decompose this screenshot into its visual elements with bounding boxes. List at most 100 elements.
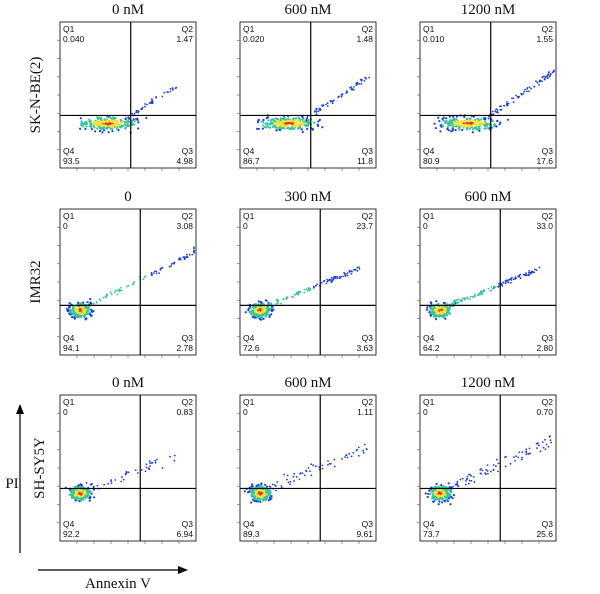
event-dot bbox=[293, 119, 296, 122]
event-dot bbox=[257, 300, 260, 303]
event-dot bbox=[186, 255, 189, 258]
event-dot bbox=[525, 451, 528, 454]
event-dot bbox=[544, 448, 547, 451]
event-dot bbox=[289, 483, 291, 486]
event-dot bbox=[546, 77, 549, 80]
event-dot bbox=[178, 258, 181, 261]
quadrant-name: Q1 bbox=[63, 211, 75, 221]
event-dot bbox=[472, 115, 475, 118]
quadrant-name: Q3 bbox=[182, 519, 194, 529]
event-dot bbox=[304, 474, 306, 477]
event-dot bbox=[478, 292, 480, 295]
event-dot bbox=[283, 473, 285, 476]
event-dot bbox=[477, 128, 480, 131]
event-dot bbox=[464, 123, 467, 126]
quadrant-name: Q2 bbox=[542, 24, 554, 34]
event-dot bbox=[89, 297, 92, 301]
event-dot bbox=[487, 117, 490, 120]
event-dot bbox=[504, 465, 507, 468]
quadrant-name: Q4 bbox=[423, 333, 435, 343]
event-dot bbox=[256, 500, 259, 503]
event-dot bbox=[80, 302, 83, 305]
event-dot bbox=[515, 455, 517, 458]
event-dot bbox=[115, 128, 118, 131]
quadrant-name: Q4 bbox=[243, 146, 255, 156]
event-dot bbox=[100, 127, 103, 130]
event-dot bbox=[479, 123, 482, 126]
event-dot bbox=[303, 288, 306, 291]
event-cloud bbox=[66, 246, 195, 321]
event-dot bbox=[449, 503, 452, 506]
event-dot bbox=[477, 294, 479, 297]
event-dot bbox=[85, 317, 88, 320]
event-dot bbox=[510, 282, 512, 284]
event-dot bbox=[169, 90, 172, 93]
event-dot bbox=[278, 128, 281, 132]
event-dot bbox=[113, 291, 116, 294]
event-dot bbox=[434, 127, 437, 130]
event-dot bbox=[488, 115, 490, 118]
event-dot bbox=[490, 285, 493, 288]
event-dot bbox=[485, 127, 488, 130]
event-dot bbox=[119, 119, 122, 122]
event-dot bbox=[466, 475, 469, 478]
quadrant-percentage: 33.0 bbox=[536, 221, 553, 231]
event-dot bbox=[327, 279, 330, 282]
event-dot bbox=[477, 125, 480, 128]
event-dot bbox=[107, 482, 109, 485]
event-dot bbox=[325, 103, 327, 106]
event-dot bbox=[444, 493, 447, 496]
event-dot bbox=[442, 306, 446, 309]
event-dot bbox=[429, 313, 432, 316]
event-dot bbox=[441, 494, 444, 497]
event-dot bbox=[274, 120, 277, 123]
event-dot bbox=[144, 103, 146, 105]
event-dot bbox=[456, 480, 459, 483]
event-dot bbox=[547, 445, 550, 448]
event-dot bbox=[465, 480, 467, 482]
event-dot bbox=[429, 301, 432, 304]
event-dot bbox=[471, 128, 475, 131]
event-dot bbox=[457, 298, 460, 301]
event-dot bbox=[272, 118, 275, 121]
event-dot bbox=[96, 484, 99, 487]
quadrant-percentage: 0 bbox=[423, 407, 428, 417]
panel-dose-title: 300 nM bbox=[284, 189, 331, 205]
event-dot bbox=[292, 127, 295, 131]
event-dot bbox=[525, 448, 528, 451]
event-dot bbox=[256, 314, 259, 317]
event-dot bbox=[368, 76, 371, 79]
event-dot bbox=[445, 120, 448, 124]
event-dot bbox=[174, 87, 177, 90]
event-dot bbox=[346, 456, 349, 459]
event-dot bbox=[121, 120, 124, 123]
panel-dose-title: 0 nM bbox=[112, 2, 144, 18]
event-dot bbox=[72, 310, 75, 313]
event-dot bbox=[102, 124, 105, 127]
panel-dose-title: 0 nM bbox=[112, 375, 144, 391]
event-dot bbox=[341, 93, 344, 95]
event-dot bbox=[301, 472, 304, 475]
event-dot bbox=[522, 92, 525, 95]
event-dot bbox=[535, 269, 538, 272]
event-dot bbox=[298, 478, 301, 481]
event-dot bbox=[448, 492, 451, 495]
event-dot bbox=[259, 497, 262, 500]
event-dot bbox=[356, 269, 359, 272]
event-dot bbox=[85, 481, 88, 484]
event-dot bbox=[67, 306, 71, 309]
y-axis-indicator: PI bbox=[5, 404, 24, 553]
event-dot bbox=[309, 289, 311, 292]
quadrant-percentage: 0 bbox=[423, 221, 428, 231]
event-dot bbox=[331, 102, 334, 105]
event-dot bbox=[275, 129, 278, 132]
event-dot bbox=[110, 482, 113, 484]
event-dot bbox=[433, 309, 436, 312]
event-dot bbox=[172, 262, 175, 264]
event-dot bbox=[510, 279, 513, 281]
event-dot bbox=[453, 301, 456, 304]
event-dot bbox=[259, 314, 262, 317]
event-dot bbox=[446, 314, 449, 317]
event-dot bbox=[256, 307, 259, 310]
